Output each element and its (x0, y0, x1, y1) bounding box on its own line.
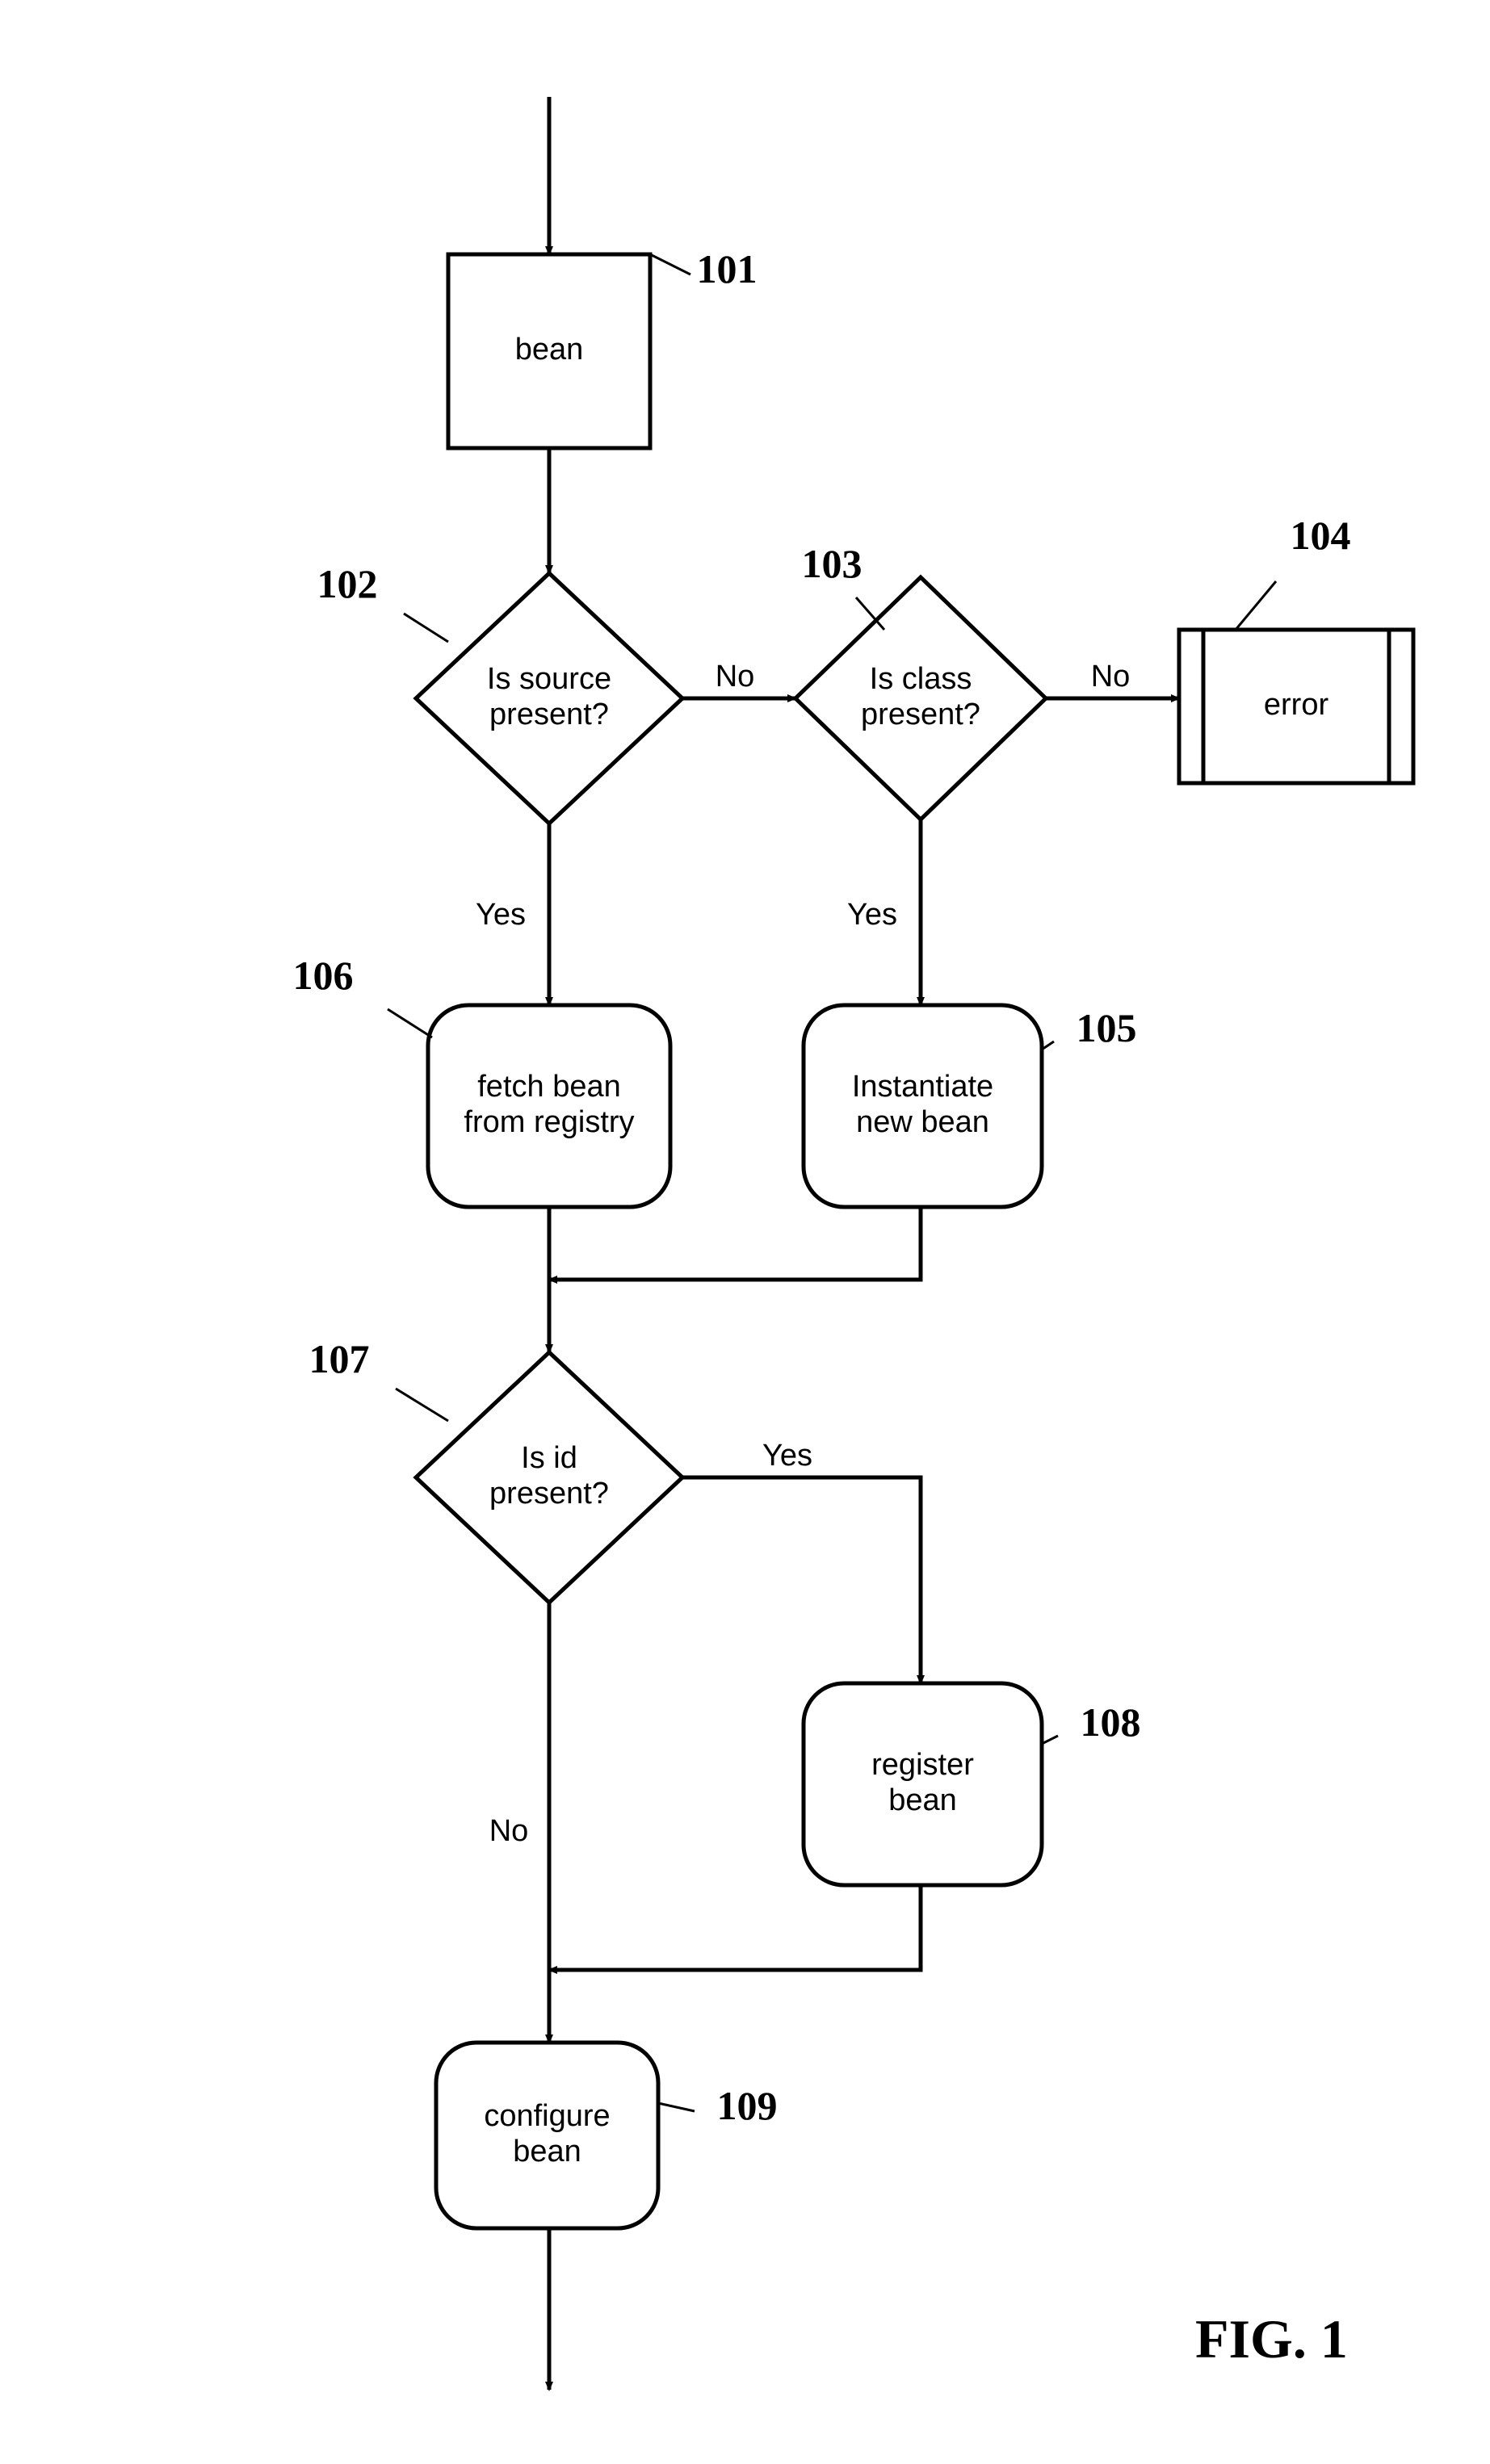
edge-label: Yes (762, 1439, 812, 1473)
register-ref: 108 (1081, 1699, 1141, 1745)
svg-text:present?: present? (489, 698, 609, 731)
svg-text:configure: configure (484, 2099, 610, 2133)
error-ref: 104 (1291, 513, 1351, 558)
instantiate-ref: 105 (1077, 1005, 1137, 1050)
ref-connector (396, 1389, 448, 1421)
svg-text:bean: bean (513, 2135, 581, 2169)
svg-text:fetch bean: fetch bean (477, 1070, 620, 1104)
svg-text:Is source: Is source (487, 662, 611, 696)
svg-text:error: error (1264, 688, 1329, 722)
figure-caption: FIG. 1 (1195, 2308, 1348, 2370)
edge-label: No (1091, 660, 1131, 694)
flow-edge (682, 1477, 921, 1683)
svg-text:from registry: from registry (464, 1105, 634, 1139)
flow-edge (549, 1885, 921, 1970)
edge-label: Yes (476, 898, 526, 932)
svg-text:new bean: new bean (856, 1105, 989, 1139)
flowchart-diagram: NoNoYesYesYesNobean101Is sourcepresent?1… (0, 0, 1490, 2464)
fetch-ref: 106 (293, 953, 354, 998)
ref-connector (658, 2103, 695, 2111)
svg-text:present?: present? (861, 698, 980, 731)
configure-ref: 109 (717, 2083, 778, 2128)
ref-connector (1236, 581, 1276, 630)
bean-ref: 101 (697, 246, 758, 291)
is_id-ref: 107 (309, 1336, 370, 1381)
svg-text:Is class: Is class (870, 662, 972, 696)
svg-text:present?: present? (489, 1477, 609, 1511)
edge-label: No (489, 1814, 529, 1848)
flow-edge (549, 1207, 921, 1280)
ref-connector (388, 1009, 432, 1037)
edge-label: Yes (847, 898, 897, 932)
ref-connector (1042, 1736, 1058, 1744)
ref-connector (404, 614, 448, 642)
edge-label: No (716, 660, 755, 694)
is_source-ref: 102 (317, 561, 378, 606)
is_class-ref: 103 (802, 541, 863, 586)
svg-text:bean: bean (515, 333, 584, 367)
svg-text:Is id: Is id (521, 1441, 577, 1475)
svg-text:bean: bean (888, 1783, 957, 1817)
svg-text:Instantiate: Instantiate (852, 1070, 993, 1104)
ref-connector (650, 254, 690, 274)
svg-text:register: register (871, 1748, 974, 1782)
